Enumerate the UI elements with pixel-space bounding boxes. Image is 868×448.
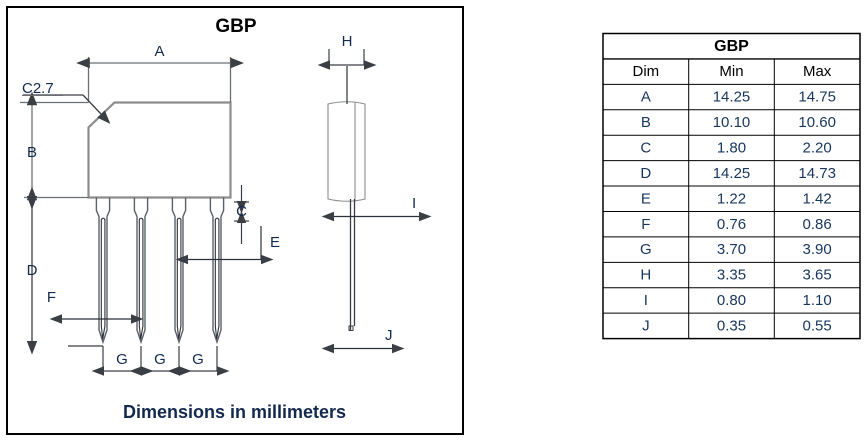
svg-text:1.42: 1.42 <box>803 190 832 207</box>
svg-text:0.35: 0.35 <box>717 317 746 334</box>
svg-text:C: C <box>236 203 247 220</box>
svg-text:14.25: 14.25 <box>713 165 751 182</box>
svg-text:Dim: Dim <box>633 63 660 80</box>
svg-text:0.55: 0.55 <box>803 317 832 334</box>
svg-text:D: D <box>640 165 651 182</box>
svg-text:F: F <box>641 216 650 233</box>
svg-text:E: E <box>641 190 651 207</box>
svg-text:2.20: 2.20 <box>803 139 832 156</box>
svg-text:14.25: 14.25 <box>713 89 751 106</box>
svg-text:Min: Min <box>719 63 743 80</box>
svg-text:G: G <box>192 351 204 368</box>
svg-text:14.75: 14.75 <box>798 89 836 106</box>
svg-text:GBP: GBP <box>714 38 749 55</box>
svg-text:1.10: 1.10 <box>803 292 832 309</box>
svg-text:C: C <box>640 139 651 156</box>
svg-text:J: J <box>642 317 650 334</box>
svg-text:G: G <box>640 241 652 258</box>
svg-text:A: A <box>641 89 651 106</box>
svg-text:0.86: 0.86 <box>803 216 832 233</box>
svg-text:0.76: 0.76 <box>717 216 746 233</box>
svg-text:3.90: 3.90 <box>803 241 832 258</box>
svg-text:3.35: 3.35 <box>717 267 746 284</box>
svg-text:10.10: 10.10 <box>713 114 751 131</box>
svg-text:3.65: 3.65 <box>803 267 832 284</box>
svg-text:1.22: 1.22 <box>717 190 746 207</box>
svg-text:0.80: 0.80 <box>717 292 746 309</box>
svg-text:3.70: 3.70 <box>717 241 746 258</box>
svg-text:Dimensions in millimeters: Dimensions in millimeters <box>123 402 346 422</box>
svg-text:H: H <box>342 33 353 50</box>
svg-text:D: D <box>27 262 38 279</box>
svg-text:J: J <box>385 327 393 344</box>
svg-text:G: G <box>154 351 166 368</box>
svg-text:A: A <box>154 43 164 60</box>
svg-text:14.73: 14.73 <box>798 165 836 182</box>
svg-text:E: E <box>270 234 280 251</box>
svg-text:GBP: GBP <box>215 16 257 37</box>
svg-text:B: B <box>27 144 37 161</box>
svg-text:C2.7: C2.7 <box>22 80 54 97</box>
svg-text:B: B <box>641 114 651 131</box>
svg-text:1.80: 1.80 <box>717 139 746 156</box>
svg-text:Max: Max <box>803 63 832 80</box>
svg-text:10.60: 10.60 <box>798 114 836 131</box>
svg-text:G: G <box>116 351 128 368</box>
svg-text:F: F <box>47 289 56 306</box>
svg-text:I: I <box>412 195 416 212</box>
svg-text:I: I <box>644 292 648 309</box>
svg-text:H: H <box>640 267 651 284</box>
